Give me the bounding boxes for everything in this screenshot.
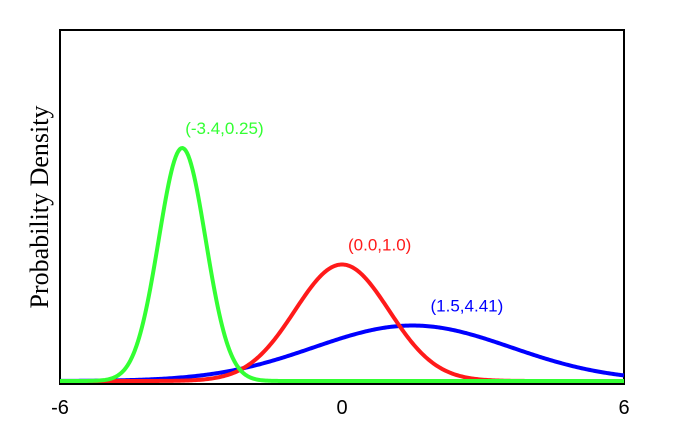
series-line-0 bbox=[59, 146, 625, 383]
annotation-label-1: (0.0,1.0) bbox=[348, 236, 411, 255]
curves-group bbox=[59, 146, 625, 383]
y-axis-label: Probability Density bbox=[25, 106, 54, 309]
x-tick-label-0: -6 bbox=[51, 397, 69, 419]
annotation-label-0: (-3.4,0.25) bbox=[185, 119, 263, 138]
plot-frame bbox=[59, 29, 625, 385]
annotation-label-2: (1.5,4.41) bbox=[431, 297, 504, 316]
x-axis-ticks: -6 0 6 bbox=[51, 397, 629, 419]
annotations-group: (-3.4,0.25) (0.0,1.0) (1.5,4.41) bbox=[185, 119, 503, 316]
series-line-2 bbox=[59, 323, 625, 383]
x-tick-label-1: 0 bbox=[336, 397, 347, 419]
x-tick-label-2: 6 bbox=[618, 397, 629, 419]
